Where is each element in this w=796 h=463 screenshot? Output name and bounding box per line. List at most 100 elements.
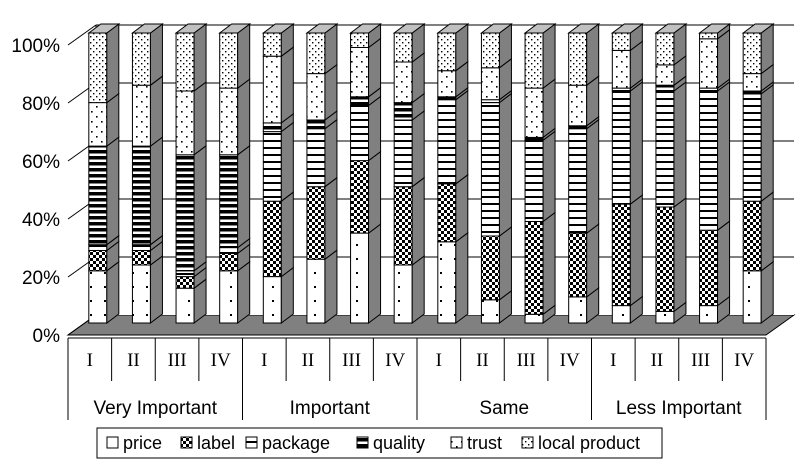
bar-less-important-IV — [741, 23, 775, 324]
bar-segment-quality — [306, 119, 326, 130]
bar-top — [392, 23, 426, 34]
bar-segment-package — [742, 93, 762, 202]
gridline-diag — [67, 24, 97, 46]
bar-top — [436, 23, 470, 34]
legend-label-package: package — [262, 433, 330, 453]
bar-segment-quality — [655, 84, 675, 92]
bar-segment-price — [131, 264, 151, 324]
bar-segment-trust — [306, 73, 326, 121]
bar-segment-package — [219, 247, 239, 254]
bar-segment-price — [568, 296, 588, 324]
bar-side-quality — [149, 136, 163, 246]
bar-side-package — [411, 110, 425, 188]
bar-side-quality — [193, 144, 207, 272]
bar-side-local — [106, 23, 120, 104]
bar-segment-price — [742, 270, 762, 324]
bars — [87, 23, 775, 324]
bar-segment-trust — [699, 38, 719, 89]
bar-segment-trust — [88, 102, 108, 147]
bar-segment-package — [699, 90, 719, 231]
y-axis-tick-labels: 0% 20% 40% 60% 80% 100% — [11, 36, 60, 347]
bar-top — [610, 23, 644, 34]
bar-segment-label — [480, 235, 500, 301]
bar-side-price — [760, 260, 774, 324]
bar-side-label — [629, 194, 643, 307]
bar-side-price — [455, 231, 469, 324]
bar-side-trust — [149, 75, 163, 148]
bar-segment-price — [699, 305, 719, 324]
x-category-label: IV — [211, 350, 231, 371]
x-category-label: I — [87, 350, 93, 371]
x-category-label: II — [127, 350, 140, 371]
bar-side-price — [237, 260, 251, 324]
bar-segment-package — [393, 119, 413, 188]
bar-segment-quality — [131, 145, 151, 246]
bar-segment-local — [306, 32, 326, 75]
bar-side-trust — [717, 28, 731, 90]
bar-segment-local — [611, 32, 631, 51]
bar-segment-trust — [611, 49, 631, 89]
bar-segment-trust — [655, 64, 675, 86]
bar-segment-quality — [175, 154, 195, 272]
bar-segment-local — [699, 32, 719, 40]
bar-side-local — [149, 23, 163, 87]
bar-side-price — [368, 223, 382, 324]
bar-segment-trust — [175, 90, 195, 156]
bar-side-trust — [368, 37, 382, 98]
bar-segment-package — [611, 90, 631, 205]
x-group-label: Important — [290, 398, 371, 419]
bar-segment-local — [175, 32, 195, 92]
bar-segment-package — [306, 128, 326, 188]
bar-side-label — [717, 220, 731, 307]
bar-segment-label — [88, 250, 108, 272]
bar-segment-price — [524, 313, 544, 324]
bar-segment-local — [88, 32, 108, 104]
legend-swatch-local — [521, 436, 534, 449]
bar-side-trust — [237, 78, 251, 156]
bar-segment-quality — [393, 102, 413, 121]
bar-side-quality — [106, 136, 120, 246]
legend-label-quality: quality — [373, 433, 425, 453]
bar-side-label — [760, 191, 774, 272]
bar-side-trust — [280, 46, 294, 124]
bar-segment-trust — [393, 61, 413, 104]
bar-segment-trust — [262, 55, 282, 124]
bar-segment-trust — [131, 84, 151, 147]
bar-segment-price — [393, 264, 413, 324]
bar-side-package — [368, 95, 382, 162]
x-category-label: IV — [560, 350, 580, 371]
bar-top — [130, 23, 164, 34]
x-category-label: III — [517, 350, 536, 371]
bar-segment-label — [655, 206, 675, 312]
x-category-label: IV — [385, 350, 405, 371]
y-tick-label: 80% — [22, 94, 60, 115]
bar-less-important-III — [698, 23, 732, 324]
x-group-label: Very Important — [93, 398, 217, 419]
y-tick-label: 20% — [22, 268, 60, 289]
bar-top — [741, 23, 775, 34]
bar-less-important-II — [654, 23, 688, 324]
bar-side-price — [106, 260, 120, 324]
bar-very-important-III — [174, 23, 208, 324]
bar-side-local — [237, 23, 251, 90]
bar-segment-local — [655, 32, 675, 66]
y-tick-label: 60% — [22, 152, 60, 173]
x-category-label: II — [302, 350, 315, 371]
bar-segment-package — [350, 105, 370, 162]
x-category-label: III — [168, 350, 187, 371]
x-category-label: IV — [734, 350, 754, 371]
bar-segment-package — [131, 244, 151, 251]
x-category-label: II — [651, 350, 664, 371]
bar-segment-trust — [350, 47, 370, 98]
bar-segment-package — [437, 99, 457, 185]
bar-segment-local — [131, 32, 151, 86]
bar-side-package — [586, 118, 600, 235]
bar-very-important-IV — [218, 23, 252, 324]
legend: price label package quality trust local produ… — [96, 427, 663, 459]
bar-segment-local — [524, 32, 544, 89]
bar-segment-local — [480, 32, 500, 69]
bar-segment-package — [655, 90, 675, 208]
bar-side-package — [324, 118, 338, 188]
bar-side-package — [455, 89, 469, 185]
bar-segment-price — [350, 232, 370, 324]
